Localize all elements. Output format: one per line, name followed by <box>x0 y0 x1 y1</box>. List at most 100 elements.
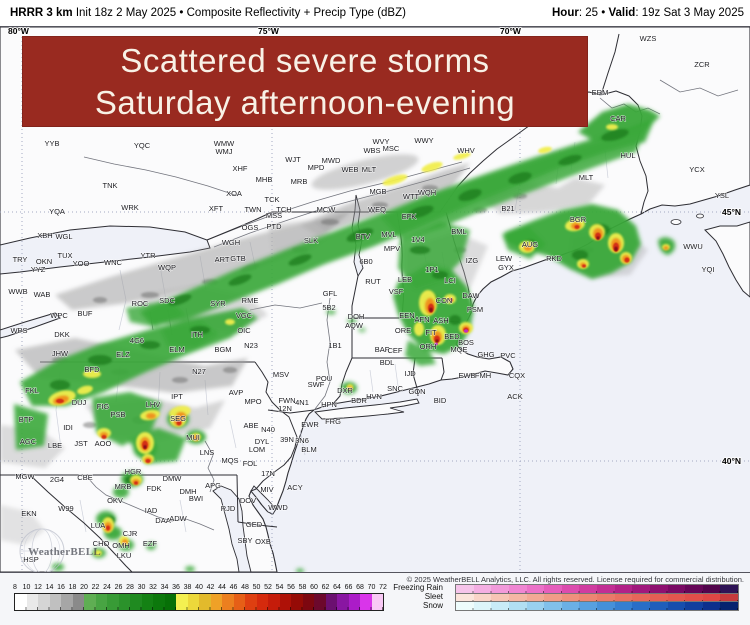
station-label-bos: BOS <box>458 338 474 347</box>
dbz-color-segment <box>348 594 360 610</box>
station-label-psm: PSM <box>467 305 483 314</box>
station-label-wnc: WNC <box>104 258 122 267</box>
precip-color-segment <box>597 593 615 602</box>
station-label-ytr: YTR <box>141 251 157 260</box>
precip-color-segment <box>561 585 580 593</box>
station-label-yqc: YQC <box>134 141 151 150</box>
station-label-hpn: HPN <box>321 400 337 409</box>
precip-color-segment <box>702 585 721 593</box>
precip-color-segment <box>544 585 562 593</box>
station-label-msv: MSV <box>273 370 289 379</box>
graticule-labels: 80°W 75°W 70°W 45°N 40°N <box>7 27 742 467</box>
station-label-adw: ADW <box>169 514 187 523</box>
station-label-avp: AVP <box>229 388 243 397</box>
station-label-xft: XFT <box>209 204 224 213</box>
station-label-dyl: DYL <box>255 437 270 446</box>
station-label-mrb: MRB <box>115 482 132 491</box>
station-label-b21: B21 <box>501 204 514 213</box>
watermark-text: WeatherBELL <box>28 546 101 558</box>
station-label-wbs: WBS <box>363 146 380 155</box>
station-label-wwd: WWD <box>268 503 288 512</box>
station-label-lbe: LBE <box>48 441 62 450</box>
dbz-color-bar <box>14 593 384 611</box>
copyright-text: © 2025 WeatherBELL Analytics, LLC. All r… <box>406 575 744 584</box>
station-label-fkl: FKL <box>25 386 39 395</box>
station-label-efk: EFK <box>402 212 417 221</box>
precip-color-segment <box>526 593 545 602</box>
radar-purple-layer <box>434 329 468 346</box>
dbz-tick-label: 44 <box>218 584 226 591</box>
station-label-vgc: VGC <box>236 311 253 320</box>
station-label-wmw: WMW <box>214 139 235 148</box>
precip-color-segment <box>685 585 703 593</box>
station-label-mui: MUI <box>186 433 200 442</box>
station-label-4g6: 4G6 <box>130 336 144 345</box>
station-label-dkk: DKK <box>54 330 69 339</box>
station-label-mss: MSS <box>266 211 282 220</box>
station-label-swf: SWF <box>308 380 325 389</box>
banner: Scattered severe storms Saturday afterno… <box>22 36 588 127</box>
station-label-tnk: TNK <box>103 181 118 190</box>
station-label-2g4: 2G4 <box>50 475 64 484</box>
station-label-buf: BUF <box>78 309 93 318</box>
dbz-tick-label: 18 <box>68 584 77 591</box>
station-label-blm: BLM <box>301 445 316 454</box>
precip-color-segment <box>508 593 527 602</box>
chesapeake-bay <box>212 485 252 572</box>
precip-ticks <box>456 608 738 611</box>
station-label-aqw: AQW <box>345 321 364 330</box>
title-bar: HRRR 3 km Init 18z 2 May 2025 • Composit… <box>0 0 750 27</box>
station-label-fol: FOL <box>243 459 258 468</box>
station-label-rut: RUT <box>365 277 381 286</box>
station-label-bid: BID <box>434 396 447 405</box>
station-label-mlt: MLT <box>579 173 594 182</box>
station-label-con: CON <box>436 296 453 305</box>
station-label-xhf: XHF <box>233 164 248 173</box>
precip-color-segment <box>526 585 545 593</box>
precip-color-segment <box>614 585 633 593</box>
precip-color-segment <box>720 593 738 602</box>
dbz-tick-label: 36 <box>172 584 180 591</box>
station-label-wqh: WQH <box>418 188 436 197</box>
precip-color-segment <box>614 593 633 602</box>
station-label-wzs: WZS <box>640 34 657 43</box>
station-label-gtb: GTB <box>230 254 245 263</box>
dbz-color-segment <box>371 594 383 610</box>
dbz-color-segment <box>176 594 188 610</box>
precip-color-segment <box>561 602 580 611</box>
precip-color-segment <box>720 585 738 593</box>
precip-color-segment <box>491 585 509 593</box>
station-label-psb: PSB <box>110 410 125 419</box>
station-label-mqe: MQE <box>450 345 467 354</box>
dbz-tick-label: 48 <box>241 584 249 591</box>
dbz-tick-label: 46 <box>229 584 238 591</box>
station-label-hsp: HSP <box>23 555 38 564</box>
precip-color-segment <box>632 593 650 602</box>
dbz-tick-label: 32 <box>149 584 157 591</box>
station-label-ycx: YCX <box>689 165 704 174</box>
station-label-iad: IAD <box>145 506 158 515</box>
station-label-ged: GED <box>246 520 263 529</box>
hour-value: : 25 • <box>578 7 609 19</box>
dbz-color-segment <box>72 594 84 610</box>
station-label-yyb: YYB <box>44 139 59 148</box>
precip-label-sleet: Sleet <box>424 592 443 601</box>
station-label-wtt: WTT <box>403 192 420 201</box>
station-label-tck: TCK <box>265 195 280 204</box>
dbz-color-segment <box>61 594 73 610</box>
station-label-duj: DUJ <box>72 398 87 407</box>
station-label-bdr: BDR <box>351 396 367 405</box>
precip-color-segment <box>685 593 703 602</box>
dbz-tick-label: 50 <box>252 584 261 591</box>
dbz-color-segment <box>84 594 96 610</box>
station-label-daa: DAA <box>155 516 170 525</box>
dbz-tick-label: 72 <box>379 584 387 591</box>
dbz-color-segment <box>256 594 268 610</box>
station-label-bed: BED <box>444 332 460 341</box>
station-label-cef: CEF <box>388 346 403 355</box>
precip-label-freezing-rain: Freezing Rain <box>393 583 443 592</box>
lake-erie <box>0 312 61 339</box>
station-label-tch: TCH <box>276 205 291 214</box>
station-label-idi: IDI <box>63 423 73 432</box>
dbz-tick-label: 66 <box>344 584 353 591</box>
